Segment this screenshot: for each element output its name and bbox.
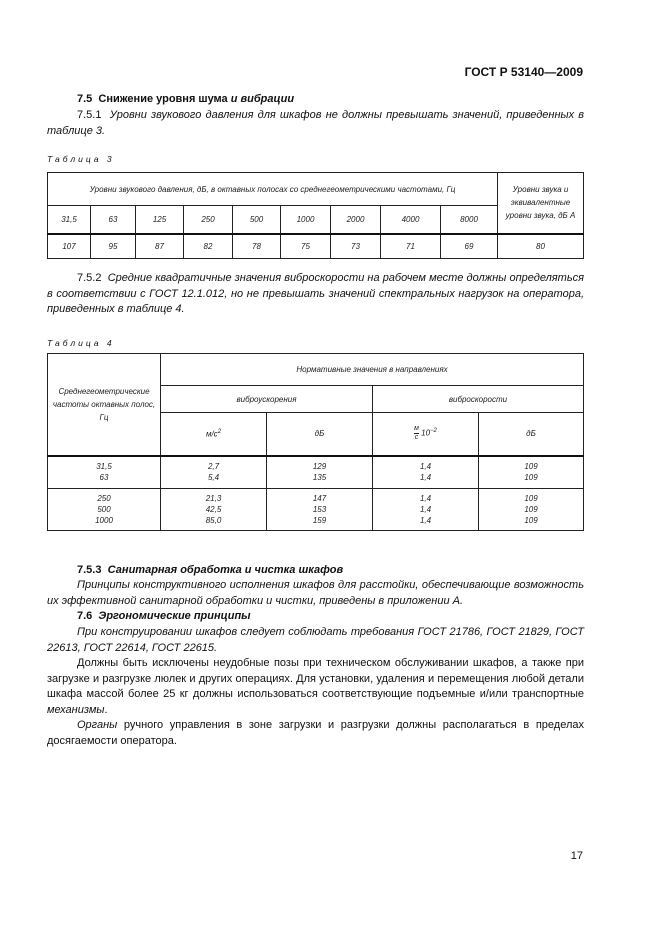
freq-header: Среднегеометрические частоты октавных по… [47, 353, 161, 456]
paragraph-number: 7.5.1 [77, 109, 102, 121]
freq-cell: 8000 [440, 205, 498, 234]
value-cell: 80 [497, 232, 584, 259]
section-7-6-heading: 7.6 Эргономические принципы [77, 610, 251, 622]
section-7-5-3-heading: 7.5.3 Санитарная обработка и чистка шкаф… [77, 564, 344, 576]
value-cell: 87 [135, 232, 184, 259]
value-cell: 82 [183, 232, 233, 259]
freq-cell: 250 [183, 205, 233, 234]
unit-accel-db: дБ [266, 412, 373, 456]
value-cell: 95 [90, 232, 136, 259]
section-7-6-p1: При конструировании шкафов следует соблю… [47, 626, 584, 654]
section-7-6-p2: Должны быть исключены неудобные позы при… [47, 657, 584, 716]
freq-cell: 500 [232, 205, 281, 234]
table-3: Уровни звукового давления, дБ, в октавны… [47, 172, 584, 259]
table-3-group-header: Уровни звукового давления, дБ, в октавны… [47, 172, 498, 206]
document-header: ГОСТ Р 53140—2009 [464, 65, 583, 79]
accel-header: виброускорения [160, 385, 373, 413]
value-cell: 71 [380, 232, 441, 259]
freq-cell: 4000 [380, 205, 441, 234]
paragraph-number: 7.5.2 [77, 272, 102, 284]
page-number: 17 [570, 850, 583, 862]
section-7-5-heading: 7.5 Снижение уровня шума и вибрации [47, 92, 584, 108]
value-cell: 69 [440, 232, 498, 259]
table-row: 31,5 63 2,7 5,4 129 135 1,4 1,4 109 109 [47, 454, 584, 489]
freq-cell: 63 [90, 205, 136, 234]
value-cell: 107 [47, 232, 91, 259]
paragraph-text: Уровни звукового давления для шкафов не … [47, 109, 584, 137]
table-4: Среднегеометрические частоты октавных по… [47, 353, 584, 531]
section-7-6-p3: Органы ручного управления в зоне загрузк… [47, 719, 584, 747]
unit-velocity-db: дБ [478, 412, 584, 456]
freq-cell: 31,5 [47, 205, 91, 234]
section-title-italic: и вибрации [230, 93, 295, 105]
velocity-header: виброскорости [372, 385, 584, 413]
section-title: Снижение уровня шума [98, 93, 228, 105]
paragraph-7-5-2: 7.5.2 Средние квадратичные значения вибр… [47, 271, 584, 318]
section-number: 7.5 [77, 93, 93, 105]
value-cell: 75 [280, 232, 331, 259]
table-3-last-header: Уровни звука и эквивалентные уровни звук… [497, 172, 584, 234]
paragraph-text: Средние квадратичные значения виброскоро… [47, 272, 584, 315]
freq-cell: 1000 [280, 205, 331, 234]
table-3-caption: Таблица 3 [47, 154, 115, 164]
group-header: Нормативные значения в направлениях [160, 353, 584, 386]
freq-cell: 2000 [330, 205, 381, 234]
unit-accel: м/с2 [160, 412, 267, 456]
table-4-caption: Таблица 4 [47, 338, 115, 348]
table-row: 250 500 1000 21,3 42,5 85,0 147 153 159 1,4… [47, 488, 584, 531]
section-7-5-3-text: Принципы конструктивного исполнения шкаф… [47, 579, 584, 607]
freq-cell: 125 [135, 205, 184, 234]
value-cell: 73 [330, 232, 381, 259]
value-cell: 78 [232, 232, 281, 259]
paragraph-7-5-1: 7.5.1 Уровни звукового давления для шкаф… [47, 108, 584, 139]
